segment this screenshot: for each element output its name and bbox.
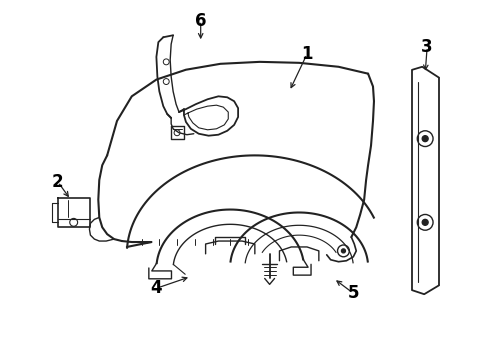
Circle shape <box>422 219 428 225</box>
Text: 1: 1 <box>301 45 313 63</box>
Circle shape <box>422 136 428 141</box>
Text: 5: 5 <box>347 284 359 302</box>
Text: 4: 4 <box>150 279 162 297</box>
Text: 2: 2 <box>52 173 64 191</box>
Text: 6: 6 <box>195 12 206 30</box>
Text: 3: 3 <box>421 38 433 56</box>
Circle shape <box>342 249 345 253</box>
